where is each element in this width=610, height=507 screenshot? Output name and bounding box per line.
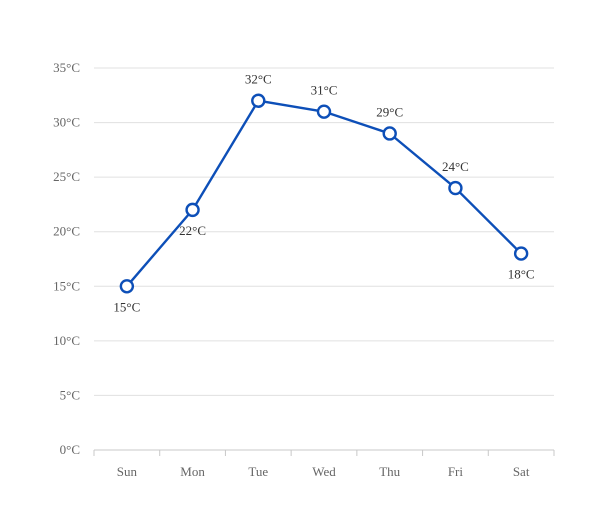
y-tick-label: 35°C xyxy=(53,60,80,75)
x-tick-label-sun: Sun xyxy=(117,464,138,479)
series-line-group xyxy=(125,99,522,288)
series-line xyxy=(125,99,522,288)
data-point-sun[interactable] xyxy=(119,279,135,294)
y-tick-label: 25°C xyxy=(53,169,80,184)
x-tick-label-sat: Sat xyxy=(513,464,530,479)
data-label-sat: 18°C xyxy=(508,267,535,282)
y-axis-tick-labels: 0°C 5°C 10°C 15°C 20°C 25°C 30°C 35°C xyxy=(53,60,80,457)
data-label-mon: 22°C xyxy=(179,223,206,238)
data-point-fri[interactable] xyxy=(448,180,463,196)
x-tick-label-wed: Wed xyxy=(312,464,336,479)
y-tick-label: 30°C xyxy=(53,115,80,130)
y-tick-label: 10°C xyxy=(53,333,80,348)
y-tick-label: 5°C xyxy=(60,387,80,402)
y-tick-label: 20°C xyxy=(53,224,80,239)
data-label-tue: 32°C xyxy=(245,72,272,87)
x-tick-label-tue: Tue xyxy=(248,464,268,479)
data-point-wed[interactable] xyxy=(316,104,332,119)
data-label-thu: 29°C xyxy=(376,104,403,119)
x-tick-label-fri: Fri xyxy=(448,464,464,479)
y-tick-label: 0°C xyxy=(60,442,80,457)
x-axis xyxy=(93,449,555,456)
data-point-thu[interactable] xyxy=(382,126,397,141)
data-label-fri: 24°C xyxy=(442,159,469,174)
data-points xyxy=(119,93,529,294)
x-axis-tick-labels: Sun Mon Tue Wed Thu Fri Sat xyxy=(117,464,530,479)
data-label-wed: 31°C xyxy=(311,83,338,98)
data-label-sun: 15°C xyxy=(113,299,140,314)
grid-lines xyxy=(94,67,554,396)
data-point-mon[interactable] xyxy=(185,202,200,218)
y-tick-label: 15°C xyxy=(53,278,80,293)
x-tick-label-thu: Thu xyxy=(379,464,400,479)
data-labels: 15°C 22°C 32°C 31°C 29°C 24°C 18°C xyxy=(113,72,534,315)
data-point-sat[interactable] xyxy=(513,246,529,261)
x-tick-label-mon: Mon xyxy=(180,464,205,479)
data-point-tue[interactable] xyxy=(251,93,266,108)
